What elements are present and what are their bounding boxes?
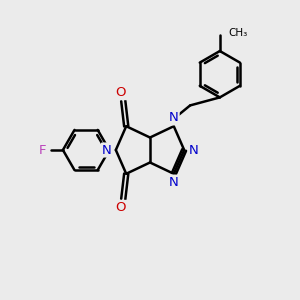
- Text: CH₃: CH₃: [228, 28, 248, 38]
- Text: O: O: [116, 86, 126, 99]
- Text: N: N: [189, 143, 199, 157]
- Text: N: N: [102, 143, 112, 157]
- Text: N: N: [169, 111, 179, 124]
- Text: F: F: [39, 143, 46, 157]
- Text: O: O: [116, 201, 126, 214]
- Text: N: N: [169, 176, 179, 189]
